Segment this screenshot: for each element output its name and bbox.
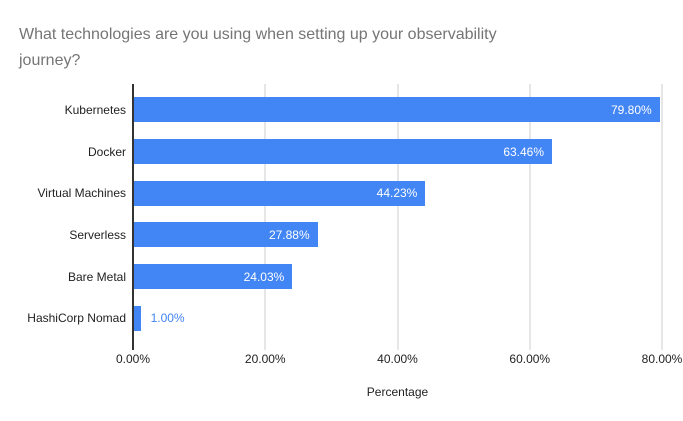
x-tick-label: 0.00% bbox=[115, 352, 151, 366]
bar: 63.46% bbox=[134, 139, 553, 164]
bar bbox=[134, 305, 141, 331]
bar-row: 24.03% bbox=[134, 256, 661, 298]
value-label: 44.23% bbox=[376, 186, 418, 201]
value-label: 27.88% bbox=[268, 227, 310, 242]
x-tick-labels: 0.00% 20.00% 40.00% 60.00% 80.00% bbox=[116, 352, 682, 366]
value-label: 63.46% bbox=[503, 144, 545, 159]
bar-row: 79.80% bbox=[134, 89, 661, 131]
bars-area: 79.80% 63.46% 44.23% 27.88% 24.03% 1.00% bbox=[134, 89, 661, 339]
bar: 79.80% bbox=[134, 97, 660, 123]
bar: 44.23% bbox=[134, 180, 426, 206]
gridline bbox=[264, 84, 266, 350]
bar: 24.03% bbox=[134, 264, 293, 290]
y-axis-line bbox=[132, 84, 134, 350]
category-label: HashiCorp Nomad bbox=[27, 311, 126, 326]
bar-row: 44.23% bbox=[134, 172, 661, 214]
bar-row: 27.88% bbox=[134, 214, 661, 256]
bar-row: 63.46% bbox=[134, 131, 661, 173]
chart-title: What technologies are you using when set… bbox=[19, 26, 497, 69]
category-labels: Kubernetes Docker Virtual Machines Serverle… bbox=[0, 89, 126, 339]
x-tick-label: 20.00% bbox=[244, 352, 286, 366]
gridlines bbox=[133, 84, 663, 350]
value-label: 1.00% bbox=[150, 311, 185, 326]
category-label: Bare Metal bbox=[67, 269, 126, 284]
category-label: Virtual Machines bbox=[37, 186, 127, 201]
bar-row: 1.00% bbox=[134, 297, 661, 339]
value-label: 79.80% bbox=[610, 102, 652, 117]
x-tick-label: 40.00% bbox=[377, 352, 418, 366]
category-label: Serverless bbox=[69, 227, 126, 242]
gridline bbox=[529, 84, 531, 350]
value-label: 24.03% bbox=[243, 269, 285, 284]
bar: 27.88% bbox=[134, 222, 318, 248]
gridline bbox=[661, 84, 663, 350]
gridline bbox=[397, 84, 398, 350]
category-label: Kubernetes bbox=[64, 102, 126, 117]
x-axis-title: Percentage bbox=[366, 385, 429, 399]
x-tick-label: 60.00% bbox=[509, 352, 551, 366]
x-tick-label: 80.00% bbox=[641, 352, 683, 366]
category-label: Docker bbox=[87, 144, 126, 159]
